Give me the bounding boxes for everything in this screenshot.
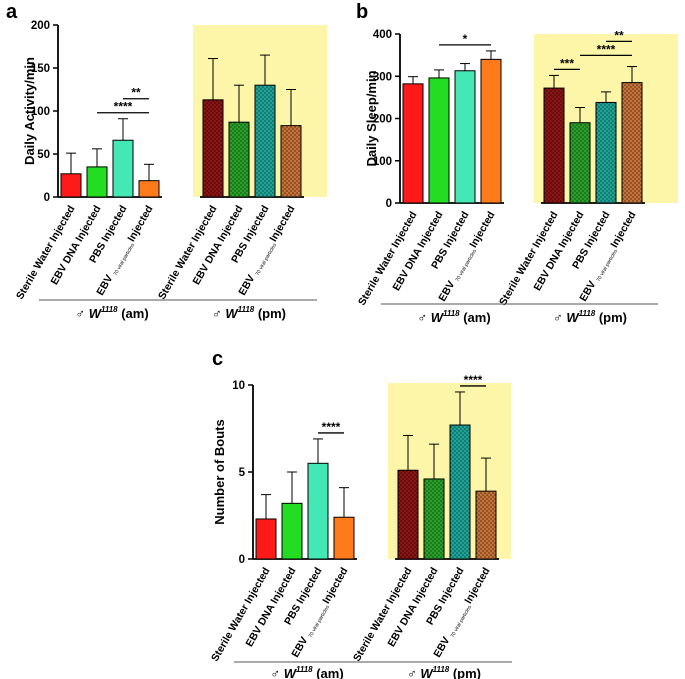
- y-tick-label: 100: [31, 106, 50, 118]
- y-tick-label: 150: [31, 63, 50, 75]
- bar-am-3: [333, 516, 355, 560]
- bar-am-3: [138, 180, 160, 198]
- y-tick-label: 50: [37, 149, 50, 161]
- group-label: ♂ W1118 (pm): [553, 309, 627, 325]
- significance-label: ****: [114, 100, 133, 114]
- y-tick-label: 400: [373, 29, 392, 41]
- panel-label-c: c: [212, 348, 223, 370]
- y-tick-label: 200: [31, 20, 50, 32]
- y-tick-label: 0: [239, 554, 245, 566]
- bar-pm-1: [423, 478, 445, 560]
- bar-am-2: [307, 462, 329, 560]
- bar-am-1: [281, 502, 303, 560]
- significance-label: **: [131, 86, 141, 100]
- bar-pm-0: [397, 469, 419, 560]
- significance-label: **: [614, 28, 624, 42]
- significance-label: ****: [322, 420, 341, 434]
- y-tick-label: 5: [239, 467, 246, 479]
- group-label: ♂ W1118 (pm): [407, 665, 481, 679]
- bar-am-0: [60, 173, 82, 198]
- y-tick-label: 100: [373, 156, 392, 168]
- bar-am-1: [428, 77, 450, 204]
- group-label: ♂ W1118 (am): [75, 305, 148, 321]
- y-tick-label: 0: [44, 192, 50, 204]
- y-tick-label: 10: [232, 380, 245, 392]
- bar-am-1: [86, 166, 108, 198]
- y-axis-label: Daily Sleep/min: [364, 70, 379, 166]
- bar-pm-3: [280, 125, 302, 198]
- bar-pm-2: [595, 101, 617, 204]
- bar-pm-3: [621, 82, 643, 204]
- bar-am-2: [112, 139, 134, 198]
- bar-pm-1: [569, 122, 591, 204]
- group-label: ♂ W1118 (am): [270, 665, 343, 679]
- y-axis-label: Number of Bouts: [212, 419, 227, 524]
- significance-label: ***: [560, 56, 574, 70]
- panel-label-a: a: [6, 1, 18, 23]
- y-tick-label: 200: [373, 114, 392, 126]
- y-tick-label: 0: [386, 198, 392, 210]
- y-tick-label: 300: [373, 71, 392, 83]
- bar-pm-2: [449, 424, 471, 560]
- bar-pm-3: [475, 490, 497, 560]
- significance-label: ****: [597, 42, 616, 56]
- bar-am-3: [480, 58, 502, 204]
- bar-am-0: [255, 518, 277, 560]
- significance-label: ****: [464, 373, 483, 387]
- bar-pm-1: [228, 121, 250, 198]
- group-label: ♂ W1118 (am): [417, 309, 490, 325]
- group-label: ♂ W1118 (pm): [212, 305, 286, 321]
- significance-label: *: [463, 32, 468, 46]
- bar-am-0: [402, 83, 424, 204]
- y-axis-label: Daily Activity/min: [22, 57, 37, 165]
- bar-pm-2: [254, 84, 276, 198]
- panel-label-b: b: [356, 1, 368, 23]
- bar-pm-0: [543, 87, 565, 204]
- bar-am-2: [454, 70, 476, 204]
- bar-pm-0: [202, 99, 224, 198]
